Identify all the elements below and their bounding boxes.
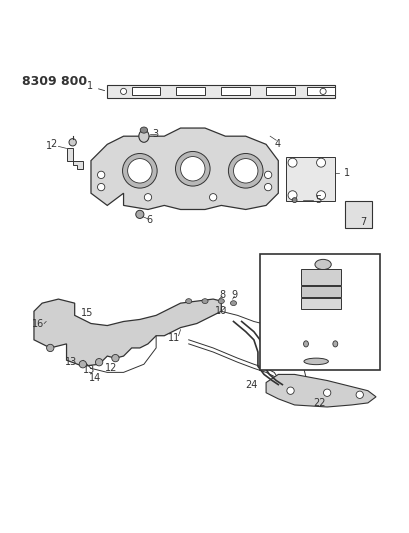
Text: 8309 800: 8309 800: [22, 75, 87, 88]
Polygon shape: [66, 148, 83, 169]
Ellipse shape: [303, 358, 328, 365]
Text: 18: 18: [355, 259, 366, 268]
Ellipse shape: [316, 158, 325, 167]
Text: 6: 6: [146, 215, 152, 225]
Polygon shape: [286, 157, 335, 201]
Ellipse shape: [69, 139, 76, 146]
Bar: [176, 87, 204, 95]
Bar: [300, 286, 341, 297]
Ellipse shape: [228, 154, 263, 188]
Ellipse shape: [120, 88, 126, 94]
Ellipse shape: [288, 191, 296, 200]
Ellipse shape: [332, 341, 337, 347]
Ellipse shape: [112, 354, 119, 362]
Ellipse shape: [288, 158, 296, 167]
Ellipse shape: [135, 211, 144, 219]
Ellipse shape: [314, 260, 330, 270]
Text: 18: 18: [280, 353, 291, 362]
Text: 9: 9: [231, 290, 237, 300]
Text: 18: 18: [357, 353, 369, 362]
Text: 24: 24: [245, 379, 258, 390]
Ellipse shape: [209, 193, 216, 201]
Text: 3: 3: [152, 129, 158, 139]
Bar: [131, 87, 160, 95]
Ellipse shape: [140, 127, 147, 133]
Ellipse shape: [175, 151, 209, 186]
Text: 4: 4: [274, 139, 280, 149]
Bar: [259, 254, 379, 370]
Ellipse shape: [47, 344, 54, 352]
Text: 23: 23: [343, 340, 354, 349]
Ellipse shape: [95, 359, 103, 366]
Ellipse shape: [218, 298, 224, 304]
Text: 19: 19: [280, 279, 291, 288]
Bar: [300, 298, 341, 309]
Text: 14: 14: [89, 374, 101, 383]
Text: 1: 1: [343, 168, 349, 178]
Ellipse shape: [122, 154, 157, 188]
Ellipse shape: [97, 171, 105, 179]
Bar: [300, 269, 341, 285]
Ellipse shape: [97, 183, 105, 191]
Ellipse shape: [323, 389, 330, 397]
Text: 21: 21: [280, 303, 291, 312]
Ellipse shape: [202, 298, 207, 304]
Text: 5: 5: [314, 195, 320, 205]
Ellipse shape: [139, 130, 148, 142]
Polygon shape: [91, 128, 278, 209]
Text: 2: 2: [50, 139, 56, 149]
Ellipse shape: [185, 298, 191, 304]
Text: 1: 1: [46, 141, 52, 151]
Text: 13: 13: [64, 357, 76, 367]
Text: 16: 16: [32, 319, 44, 328]
Text: 13: 13: [83, 365, 95, 375]
Text: 15: 15: [81, 308, 93, 318]
Ellipse shape: [144, 193, 151, 201]
Bar: [107, 85, 335, 98]
Ellipse shape: [303, 341, 308, 347]
Polygon shape: [34, 299, 221, 366]
Polygon shape: [265, 374, 375, 407]
Ellipse shape: [292, 198, 296, 203]
Ellipse shape: [286, 387, 294, 394]
Text: 23: 23: [280, 340, 291, 349]
Ellipse shape: [79, 360, 86, 368]
Bar: [265, 87, 294, 95]
Ellipse shape: [230, 301, 236, 305]
Ellipse shape: [355, 391, 362, 399]
Bar: [221, 87, 249, 95]
Ellipse shape: [316, 191, 325, 200]
Ellipse shape: [233, 159, 257, 183]
Ellipse shape: [319, 88, 325, 94]
Ellipse shape: [127, 159, 152, 183]
Text: 17: 17: [349, 285, 360, 293]
Text: 11: 11: [168, 333, 180, 343]
Text: 1: 1: [87, 82, 104, 91]
Text: 12: 12: [105, 364, 117, 373]
Ellipse shape: [264, 183, 271, 191]
Text: 20: 20: [280, 292, 291, 300]
Text: 7: 7: [359, 217, 365, 227]
Bar: [306, 87, 335, 95]
Ellipse shape: [180, 157, 204, 181]
Text: 22: 22: [312, 398, 325, 408]
Ellipse shape: [264, 171, 271, 179]
Text: 10: 10: [215, 306, 227, 316]
Text: 8: 8: [219, 290, 225, 300]
Bar: [345, 201, 371, 228]
